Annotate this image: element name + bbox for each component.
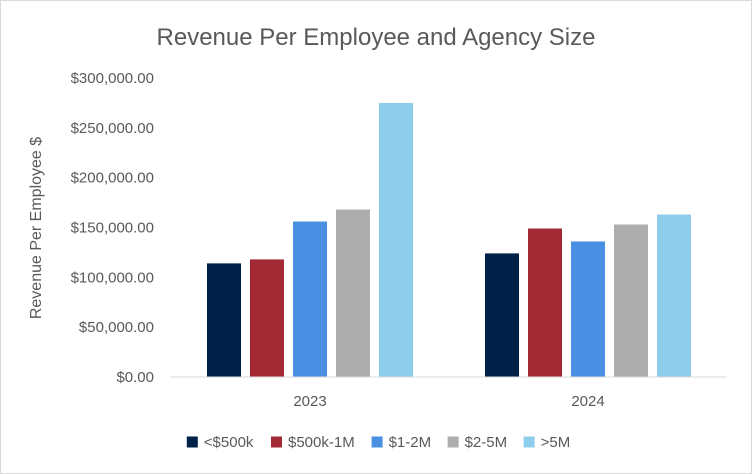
bar-2023-0 (207, 263, 241, 377)
bars-group (207, 102, 691, 378)
bar-2024-3 (614, 224, 648, 377)
y-axis-title: Revenue Per Employee $ (28, 137, 45, 319)
y-tick-label: $0.00 (116, 369, 154, 386)
bar-2023-2 (293, 221, 327, 377)
legend-label: >5M (541, 434, 571, 451)
bar-2023-3 (336, 209, 370, 377)
y-axis-ticks: $0.00 $50,000.00 $100,000.00 $150,000.00 $20… (71, 70, 154, 386)
y-tick-label: $250,000.00 (71, 120, 154, 137)
legend-label: $500k-1M (288, 434, 355, 451)
legend-swatch (371, 436, 383, 448)
bar-2024-1 (528, 228, 562, 377)
legend-swatch (186, 436, 198, 448)
y-tick-label: $50,000.00 (79, 319, 154, 336)
x-axis-labels: 2023 2024 (293, 393, 604, 410)
chart-title: Revenue Per Employee and Agency Size (157, 24, 596, 51)
legend-label: <$500k (204, 434, 254, 451)
bar-2024-0 (485, 253, 519, 377)
legend-label: $1-2M (389, 434, 432, 451)
x-tick-label: 2024 (571, 393, 604, 410)
bar-2024-4 (657, 214, 691, 377)
y-tick-label: $150,000.00 (71, 220, 154, 237)
bar-2023-4 (379, 102, 413, 378)
legend-label: $2-5M (465, 434, 508, 451)
legend-swatch (447, 436, 459, 448)
legend: <$500k $500k-1M $1-2M $2-5M >5M (186, 434, 571, 451)
legend-swatch (523, 436, 535, 448)
y-tick-label: $100,000.00 (71, 269, 154, 286)
bar-2024-2 (571, 241, 605, 377)
bar-2023-1 (250, 259, 284, 377)
legend-swatch (271, 436, 282, 448)
y-tick-label: $200,000.00 (71, 170, 154, 187)
y-tick-label: $300,000.00 (71, 70, 154, 87)
x-tick-label: 2023 (293, 393, 326, 410)
